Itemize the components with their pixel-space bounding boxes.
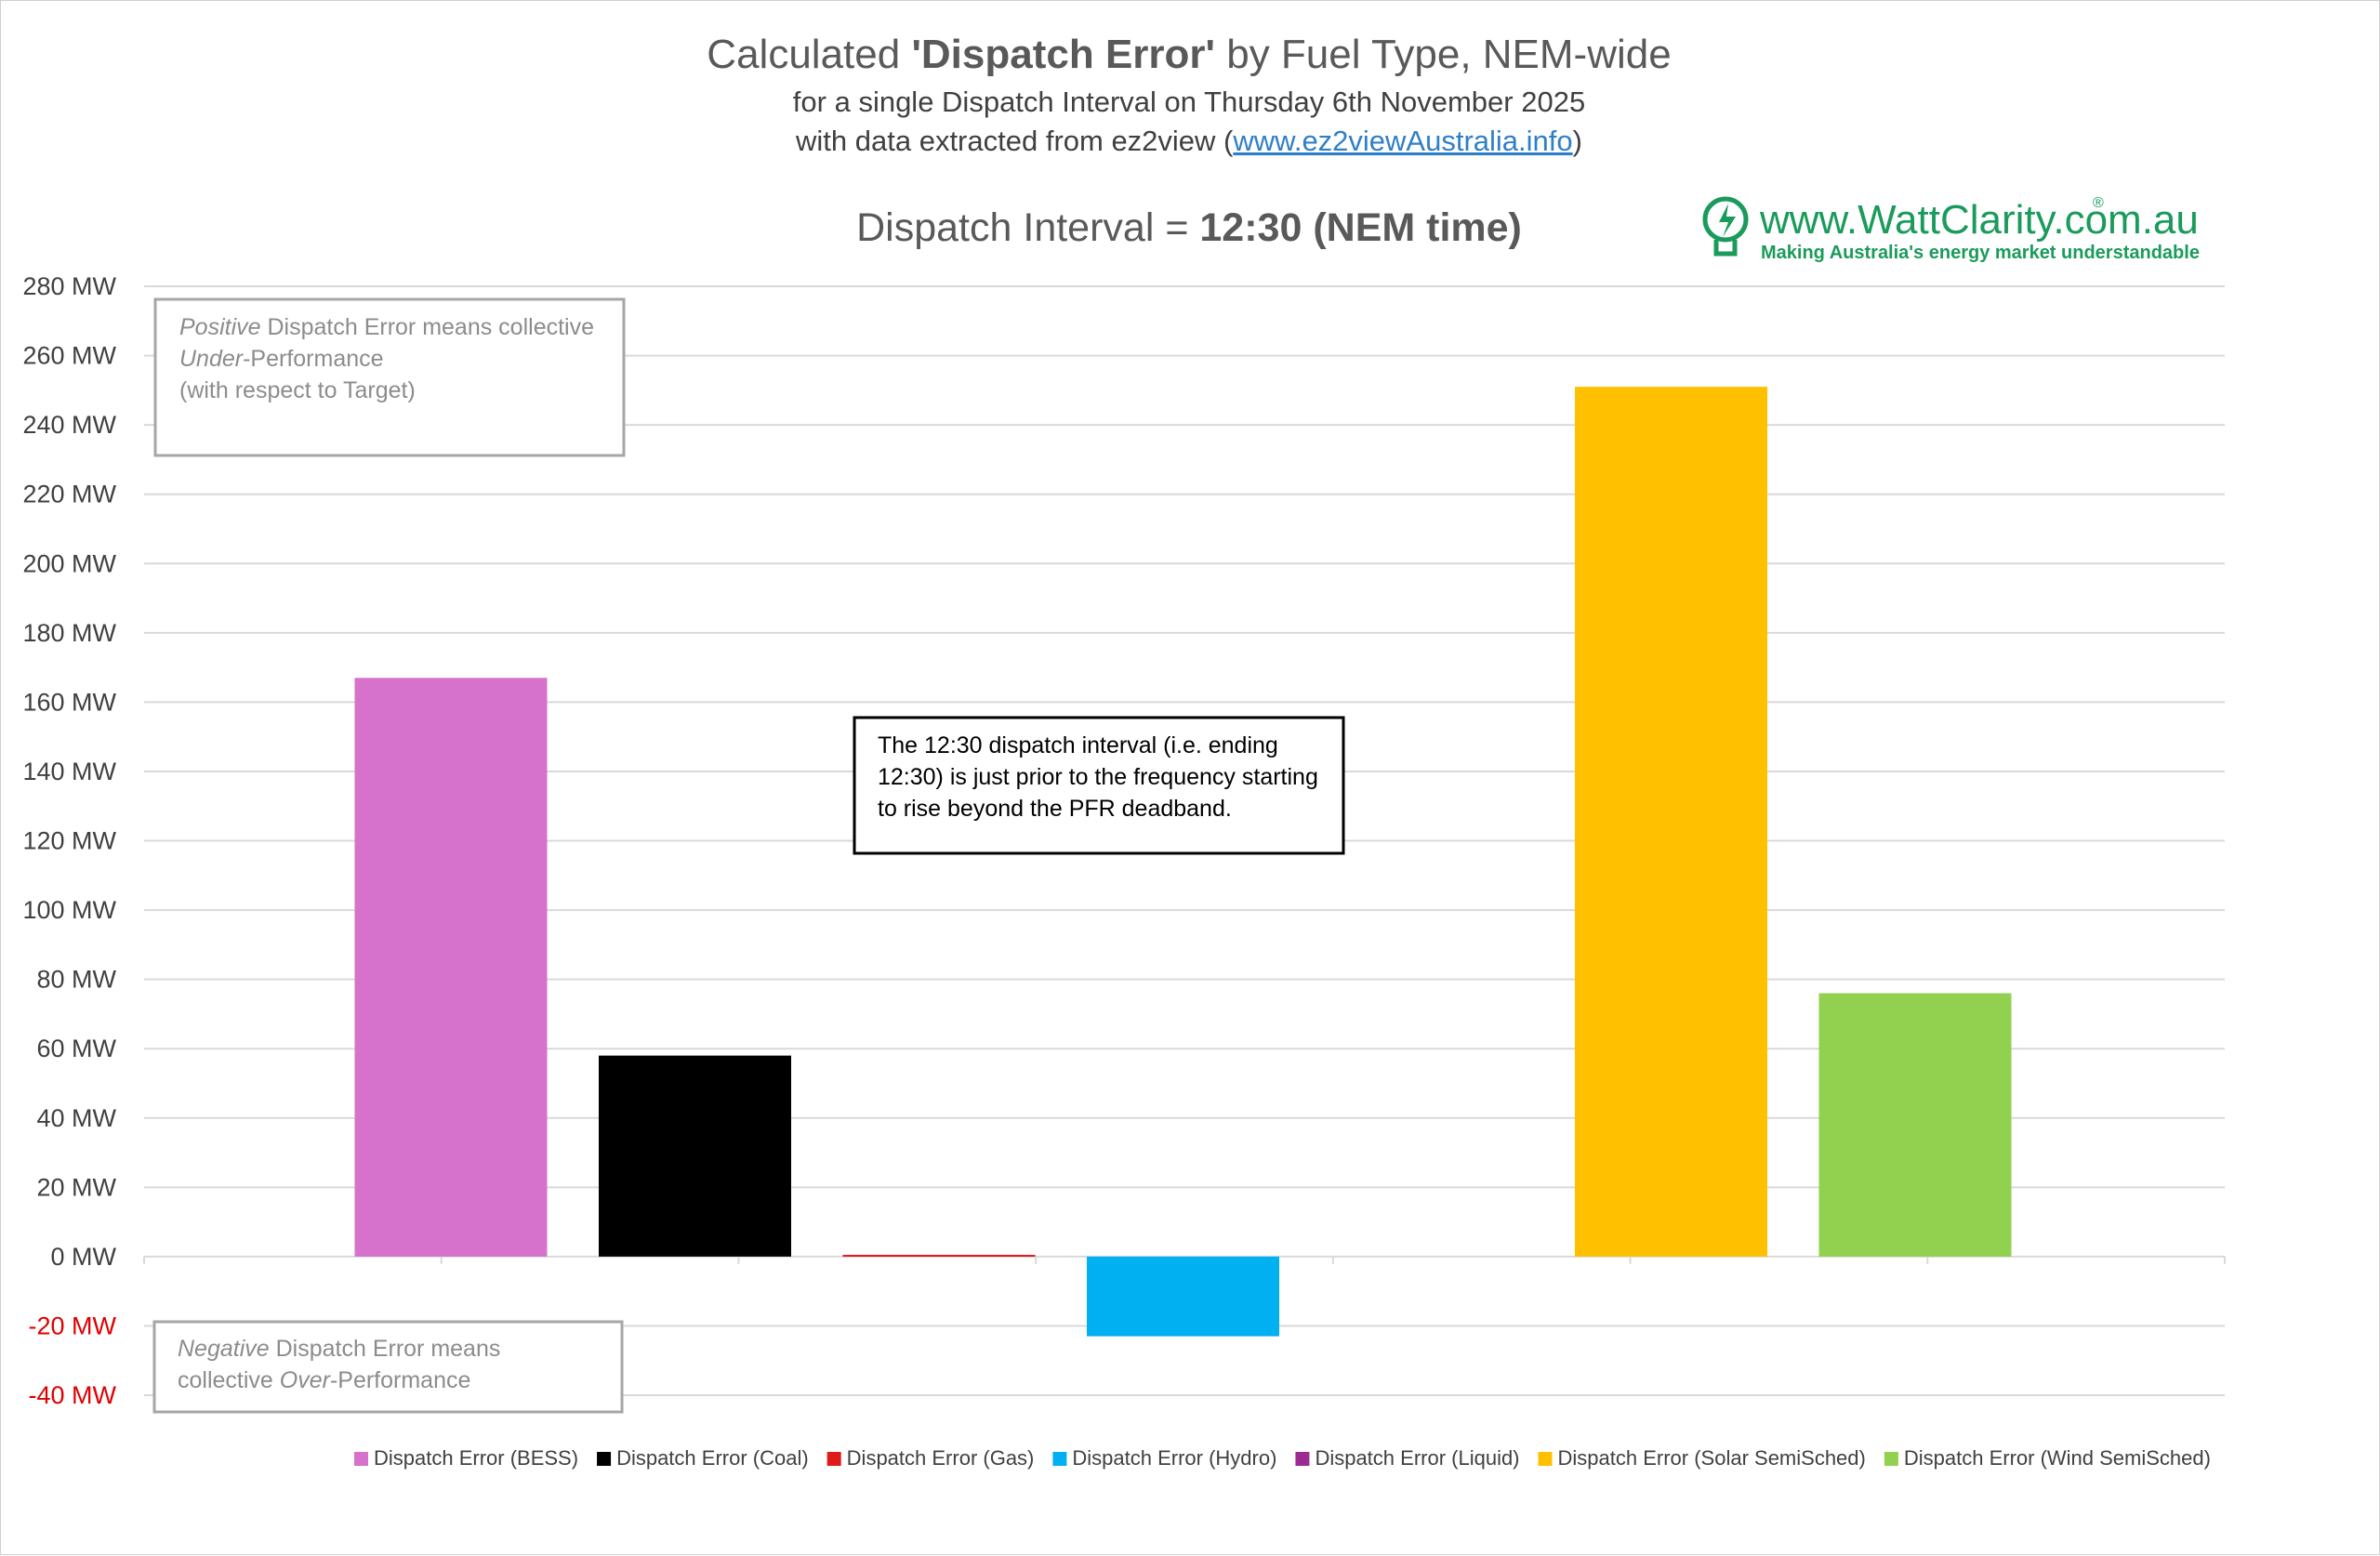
negative-note: Negative Dispatch Error means collective… (152, 1320, 624, 1414)
chart-title-suffix: by Fuel Type, NEM-wide (1215, 32, 1672, 77)
positive-note-box (153, 297, 626, 457)
y-tick-label: 200 MW (22, 549, 116, 577)
y-tick-label: 160 MW (22, 688, 116, 716)
negative-note-box (152, 1320, 624, 1414)
subtitle-2-prefix: with data extracted from ez2view ( (795, 125, 1234, 157)
y-tick-label: 60 MW (36, 1035, 116, 1062)
y-tick-label: 100 MW (22, 896, 116, 924)
logo-url: www.WattClarity.com.au (1759, 197, 2199, 243)
logo-registered: ® (2093, 195, 2104, 211)
legend-swatch (826, 1452, 841, 1466)
legend-label: Dispatch Error (Coal) (616, 1446, 809, 1470)
positive-note-line-2: Under-Performance (179, 346, 384, 372)
negative-note-line-1: Negative Dispatch Error means (178, 1336, 500, 1362)
y-tick-label: 220 MW (22, 481, 116, 508)
y-tick-label: 260 MW (22, 342, 116, 370)
legend-label: Dispatch Error (Gas) (847, 1446, 1035, 1470)
legend-label: Dispatch Error (Hydro) (1072, 1446, 1276, 1470)
legend-swatch (597, 1452, 612, 1466)
dispatch-interval-label: Dispatch Interval = 12:30 (NEM time) (856, 205, 1522, 250)
legend-swatch (1295, 1452, 1310, 1466)
legend-swatch (1538, 1452, 1553, 1466)
legend-swatch (354, 1452, 368, 1466)
positive-note-line-3: (with respect to Target) (179, 377, 416, 403)
y-tick-label: 280 MW (22, 272, 116, 300)
chart-subtitle-1: for a single Dispatch Interval on Thursd… (793, 86, 1585, 118)
y-tick-label: 20 MW (36, 1173, 116, 1201)
callout: The 12:30 dispatch interval (i.e. ending… (853, 716, 1345, 855)
legend-label: Dispatch Error (Wind SemiSched) (1904, 1446, 2211, 1470)
y-axis-ticks: -40 MW -20 MW 0 MW 20 MW 40 MW 60 MW 80 MW 100 … (22, 272, 116, 1409)
positive-note: Positive Dispatch Error means collective… (153, 297, 626, 457)
positive-note-line-1: Positive Dispatch Error means collective (179, 314, 594, 340)
legend-swatch (1052, 1452, 1067, 1466)
callout-line-3: to rise beyond the PFR deadband. (878, 796, 1232, 822)
subtitle-2-suffix: ) (1573, 125, 1582, 157)
chart-title-bold: 'Dispatch Error' (911, 32, 1215, 77)
bar-gas (842, 1255, 1036, 1258)
logo-tagline: Making Australia's energy market underst… (1761, 243, 2200, 263)
bar-hydro (1087, 1256, 1279, 1337)
y-tick-label: -40 MW (29, 1381, 117, 1409)
chart-subtitle-2: with data extracted from ez2view (www.ez… (795, 125, 1582, 157)
callout-line-1: The 12:30 dispatch interval (i.e. ending (878, 732, 1278, 758)
callout-line-2: 12:30) is just prior to the frequency st… (878, 764, 1318, 790)
wattclarity-logo: www.WattClarity.com.au ® Making Australi… (1702, 195, 2200, 263)
ez2view-link[interactable]: www.ez2viewAustralia.info (1232, 125, 1572, 157)
y-tick-label: 240 MW (22, 411, 116, 439)
bar-wind-semisched (1818, 993, 2012, 1257)
y-tick-label: 0 MW (51, 1243, 117, 1271)
y-tick-label: 120 MW (22, 827, 116, 855)
y-tick-label: -20 MW (29, 1312, 117, 1339)
interval-bold: 12:30 (NEM time) (1199, 205, 1521, 250)
lightbulb-icon (1702, 196, 1749, 257)
bars (354, 387, 2012, 1337)
legend-swatch (1884, 1452, 1898, 1466)
y-tick-label: 80 MW (36, 966, 116, 994)
callout-box (853, 716, 1345, 855)
legend: Dispatch Error (BESS) Dispatch Error (Coa… (354, 1446, 2211, 1470)
legend-label: Dispatch Error (Solar SemiSched) (1558, 1446, 1866, 1470)
chart-title-prefix: Calculated (707, 32, 911, 77)
bar-solar-semisched (1575, 387, 1767, 1257)
y-tick-label: 140 MW (22, 758, 116, 785)
interval-prefix: Dispatch Interval = (856, 205, 1199, 250)
legend-label: Dispatch Error (Liquid) (1315, 1446, 1519, 1470)
negative-note-line-2: collective Over-Performance (178, 1367, 470, 1393)
y-tick-label: 40 MW (36, 1104, 116, 1132)
legend-label: Dispatch Error (BESS) (374, 1446, 578, 1470)
bar-coal (599, 1055, 791, 1257)
chart-title: Calculated 'Dispatch Error' by Fuel Type… (707, 32, 1671, 77)
bar-bess (354, 678, 548, 1257)
y-tick-label: 180 MW (22, 619, 116, 647)
